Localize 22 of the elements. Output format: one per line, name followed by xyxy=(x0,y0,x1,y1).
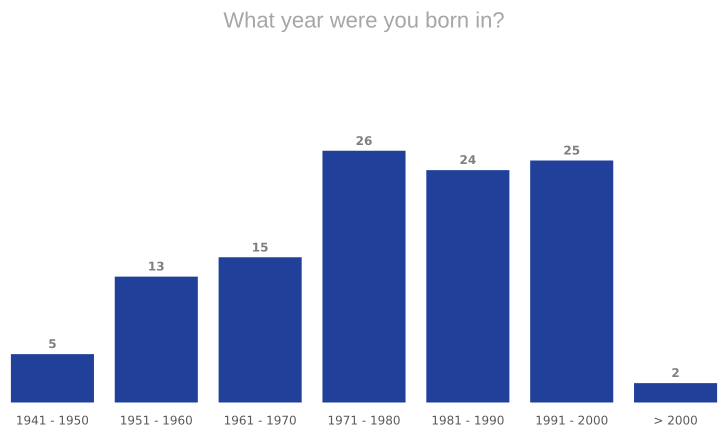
data-label: 24 xyxy=(460,153,476,168)
bar xyxy=(218,257,302,402)
chart-title: What year were you born in? xyxy=(223,8,505,32)
data-label: 15 xyxy=(252,240,268,254)
data-label: 5 xyxy=(48,337,57,352)
data-label: 26 xyxy=(356,134,372,148)
x-tick-label: 1991 - 2000 xyxy=(535,414,608,428)
x-tick-label: 1971 - 1980 xyxy=(327,414,401,428)
bar xyxy=(322,150,406,402)
data-label: 13 xyxy=(148,260,165,274)
x-tick-label: 1941 - 1950 xyxy=(16,414,89,428)
data-label: 25 xyxy=(563,143,580,158)
x-tick-label: 1981 - 1990 xyxy=(431,414,504,428)
bar xyxy=(114,276,198,402)
bar xyxy=(530,160,614,402)
data-label: 2 xyxy=(671,366,680,380)
x-tick-label: 1961 - 1970 xyxy=(224,414,297,428)
bar xyxy=(10,354,94,402)
x-tick-label: > 2000 xyxy=(653,414,698,428)
bar xyxy=(426,170,510,402)
x-tick-label: 1951 - 1960 xyxy=(120,414,193,428)
bar xyxy=(634,383,718,402)
